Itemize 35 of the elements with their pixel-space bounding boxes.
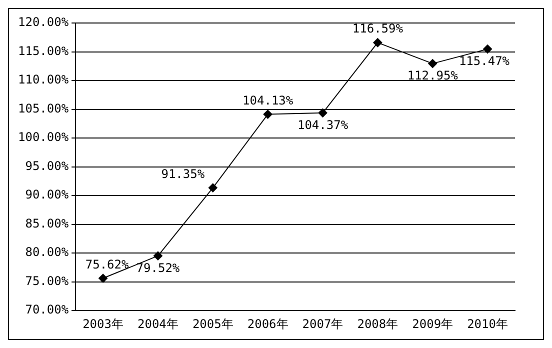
y-tick-label: 120.00%: [18, 15, 70, 30]
y-tick-label: 80.00%: [25, 245, 70, 260]
data-label: 116.59%: [352, 22, 404, 36]
y-tick-label: 95.00%: [25, 158, 70, 173]
point: [318, 108, 328, 118]
point: [483, 44, 492, 54]
y-tick-label: 110.00%: [18, 72, 70, 87]
y-tick-label: 90.00%: [25, 188, 70, 202]
point: [373, 38, 382, 48]
data-label: 104.13%: [242, 93, 294, 108]
x-tick-label: 2008年: [357, 316, 398, 331]
y-tick-label: 115.00%: [18, 44, 70, 58]
data-label: 75.62%: [85, 257, 130, 272]
data-label: 79.52%: [136, 260, 180, 275]
data-label: 112.95%: [407, 68, 459, 83]
x-tick-label: 2004年: [138, 316, 178, 331]
point: [208, 183, 218, 192]
x-tick-label: 2007年: [302, 316, 344, 331]
x-tick-label: 2005年: [192, 316, 234, 331]
x-tick-label: 2009年: [412, 316, 454, 331]
data-label: 115.47%: [458, 54, 510, 68]
point: [263, 110, 272, 119]
x-tick-label: 2010年: [467, 316, 508, 331]
data-label: 104.37%: [297, 118, 349, 132]
y-tick-label: 100.00%: [18, 130, 70, 144]
point: [153, 251, 162, 260]
y-tick-label: 105.00%: [18, 101, 70, 116]
y-tick-label: 70.00%: [25, 302, 70, 317]
point: [98, 274, 108, 283]
x-tick-label: 2003年: [82, 316, 124, 331]
y-tick-label: 85.00%: [25, 216, 70, 230]
x-tick-label: 2006年: [247, 316, 288, 331]
point: [428, 59, 438, 68]
y-tick-label: 75.00%: [25, 274, 70, 288]
data-label: 91.35%: [161, 166, 206, 181]
